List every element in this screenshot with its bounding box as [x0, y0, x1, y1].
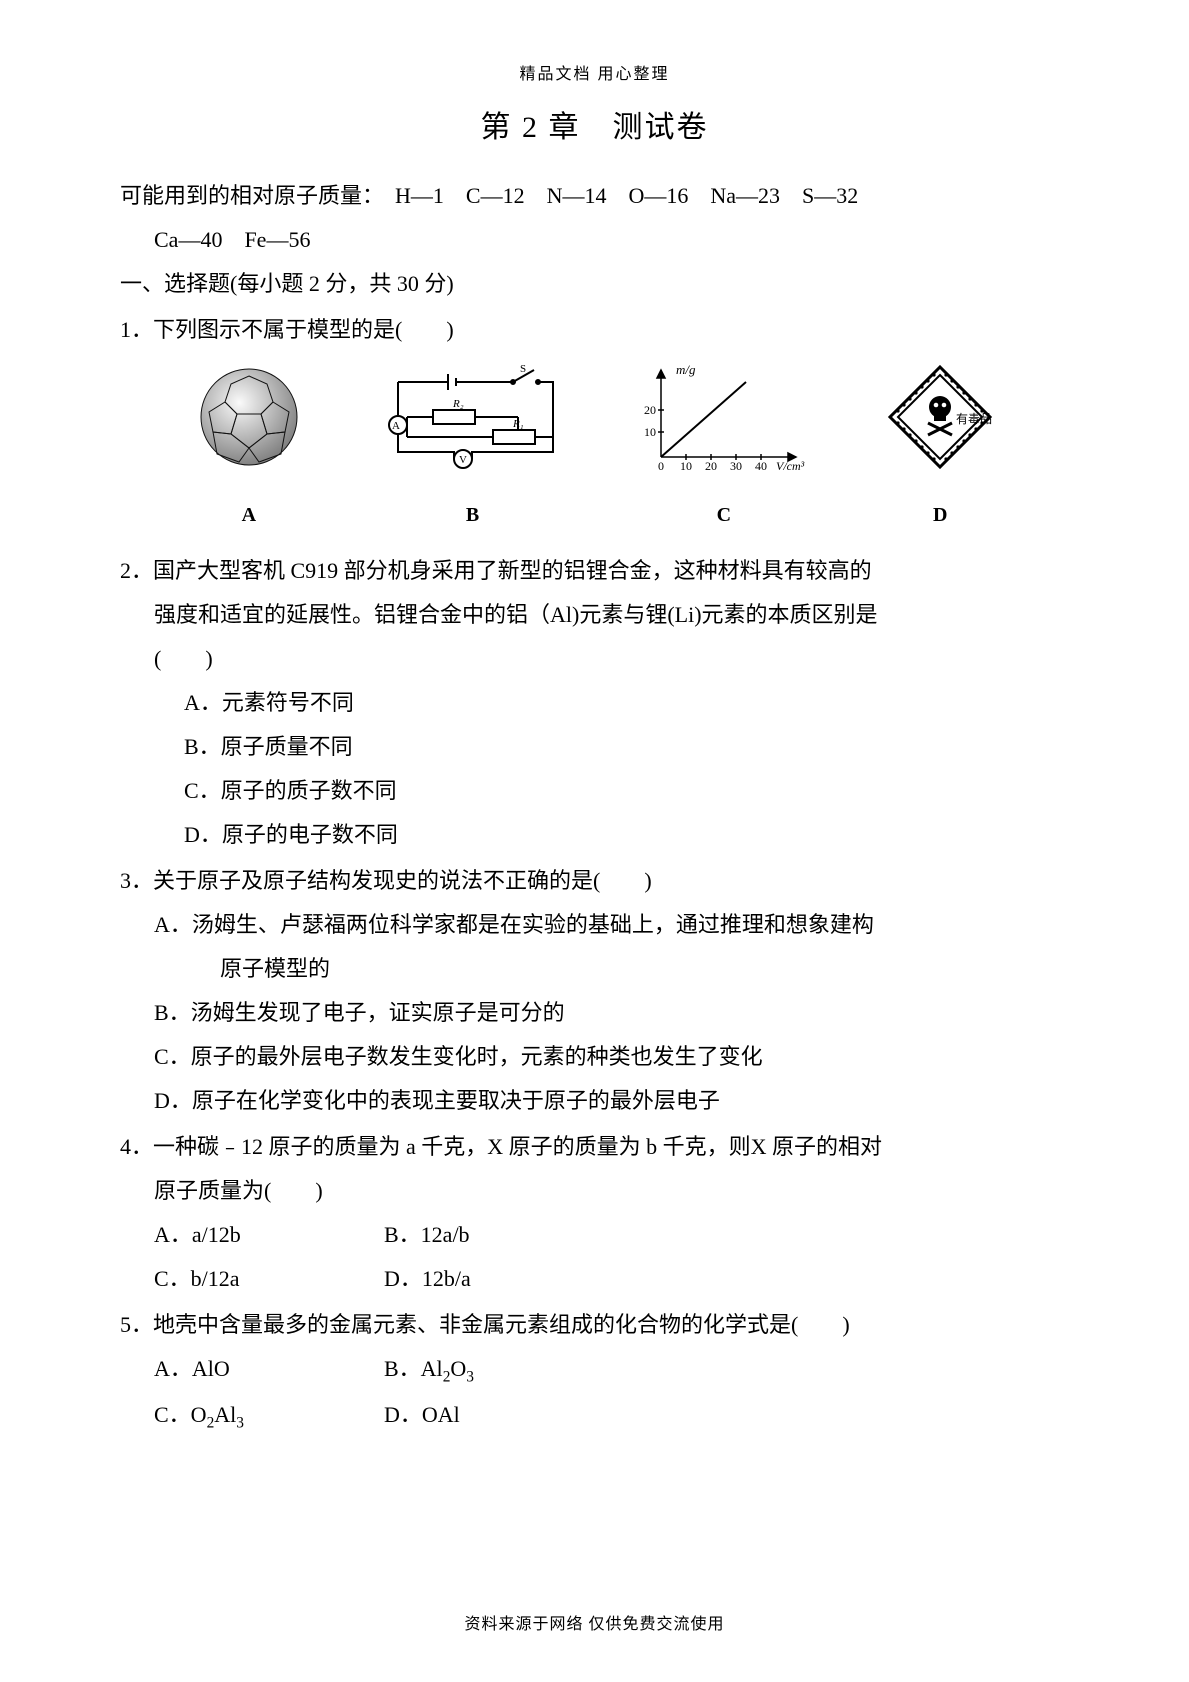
q3-optA-2: 原子模型的	[120, 947, 1069, 991]
section-heading: 一、选择题(每小题 2 分，共 30 分)	[120, 262, 1069, 306]
svg-text:10: 10	[644, 425, 656, 439]
q2-l1: 2．国产大型客机 C919 部分机身采用了新型的铝锂合金，这种材料具有较高的	[120, 549, 1069, 593]
q5-optA: A．AlO	[154, 1347, 384, 1393]
fig-b-label: B	[378, 495, 568, 535]
q3-l1: 3．关于原子及原子结构发现史的说法不正确的是( )	[120, 859, 1069, 903]
svg-text:R₁: R₁	[512, 418, 524, 430]
figure-a: A	[189, 362, 309, 535]
svg-text:R₂: R₂	[452, 398, 464, 410]
q4-l1: 4．一种碳﹣12 原子的质量为 a 千克，X 原子的质量为 b 千克，则X 原子…	[120, 1125, 1069, 1169]
q4-optD: D．12b/a	[384, 1257, 614, 1301]
svg-text:S: S	[520, 363, 526, 375]
svg-text:V: V	[459, 454, 467, 466]
svg-text:有毒品: 有毒品	[956, 412, 992, 426]
q2-optB: B．原子质量不同	[120, 725, 1069, 769]
figure-b: A V R₂ R₁ S B	[378, 362, 568, 535]
top-header: 精品文档 用心整理	[120, 60, 1069, 84]
q2-optA: A．元素符号不同	[120, 681, 1069, 725]
q2-l3: ( )	[120, 637, 1069, 681]
atomic-masses-2: Ca—40 Fe—56	[120, 218, 1069, 262]
q2-optD: D．原子的电子数不同	[120, 813, 1069, 857]
q4-optC: C．b/12a	[154, 1257, 384, 1301]
svg-text:0: 0	[658, 459, 664, 472]
svg-text:20: 20	[705, 459, 717, 472]
svg-text:20: 20	[644, 403, 656, 417]
q4-optB: B．12a/b	[384, 1213, 614, 1257]
q1-stem: 1．下列图示不属于模型的是( )	[120, 308, 1069, 352]
fig-d-label: D	[880, 495, 1000, 535]
fig-c-label: C	[636, 495, 811, 535]
svg-text:10: 10	[680, 459, 692, 472]
svg-text:40: 40	[755, 459, 767, 472]
svg-text:V/cm³: V/cm³	[776, 459, 805, 472]
page-footer: 资料来源于网络 仅供免费交流使用	[0, 1610, 1189, 1634]
figure-c: m/g 10 20 0 10 20 30 40 V/cm³ C	[636, 362, 811, 535]
svg-text:m/g: m/g	[676, 362, 696, 377]
q3-optA-1: A．汤姆生、卢瑟福两位科学家都是在实验的基础上，通过推理和想象建构	[120, 903, 1069, 947]
q3-optC: C．原子的最外层电子数发生变化时，元素的种类也发生了变化	[120, 1035, 1069, 1079]
figure-d: 有毒品 D	[880, 362, 1000, 535]
q5-optD: D．OAl	[384, 1393, 614, 1439]
fig-a-label: A	[189, 495, 309, 535]
q2-l2: 强度和适宜的延展性。铝锂合金中的铝（Al)元素与锂(Li)元素的本质区别是	[120, 593, 1069, 637]
chapter-title: 第 2 章 测试卷	[120, 102, 1069, 146]
toxic-sign-icon: 有毒品	[880, 362, 1000, 472]
q3-optD: D．原子在化学变化中的表现主要取决于原子的最外层电子	[120, 1079, 1069, 1123]
q2-optC: C．原子的质子数不同	[120, 769, 1069, 813]
q4-optA: A．a/12b	[154, 1213, 384, 1257]
svg-text:30: 30	[730, 459, 742, 472]
buckyball-icon	[189, 362, 309, 472]
q3-optB: B．汤姆生发现了电子，证实原子是可分的	[120, 991, 1069, 1035]
graph-icon: m/g 10 20 0 10 20 30 40 V/cm³	[636, 362, 811, 472]
svg-text:A: A	[392, 420, 400, 432]
q5-l1: 5．地壳中含量最多的金属元素、非金属元素组成的化合物的化学式是( )	[120, 1303, 1069, 1347]
q4-l2: 原子质量为( )	[120, 1169, 1069, 1213]
circuit-icon: A V R₂ R₁ S	[378, 362, 568, 472]
q1-figures: A	[120, 362, 1069, 535]
atomic-masses-1: 可能用到的相对原子质量： H—1 C—12 N—14 O—16 Na—23 S—…	[120, 174, 1069, 218]
q5-optC: C．O2Al3	[154, 1393, 384, 1439]
q5-optB: B．Al2O3	[384, 1347, 614, 1393]
